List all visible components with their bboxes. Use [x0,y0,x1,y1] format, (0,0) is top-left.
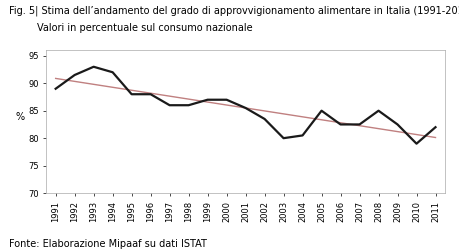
Text: Fig. 5| Stima dell’andamento del grado di approvvigionamento alimentare in Itali: Fig. 5| Stima dell’andamento del grado d… [9,5,459,16]
Text: Fonte: Elaborazione Mipaaf su dati ISTAT: Fonte: Elaborazione Mipaaf su dati ISTAT [9,239,207,249]
Text: Valori in percentuale sul consumo nazionale: Valori in percentuale sul consumo nazion… [37,23,252,33]
Y-axis label: %: % [15,112,24,122]
